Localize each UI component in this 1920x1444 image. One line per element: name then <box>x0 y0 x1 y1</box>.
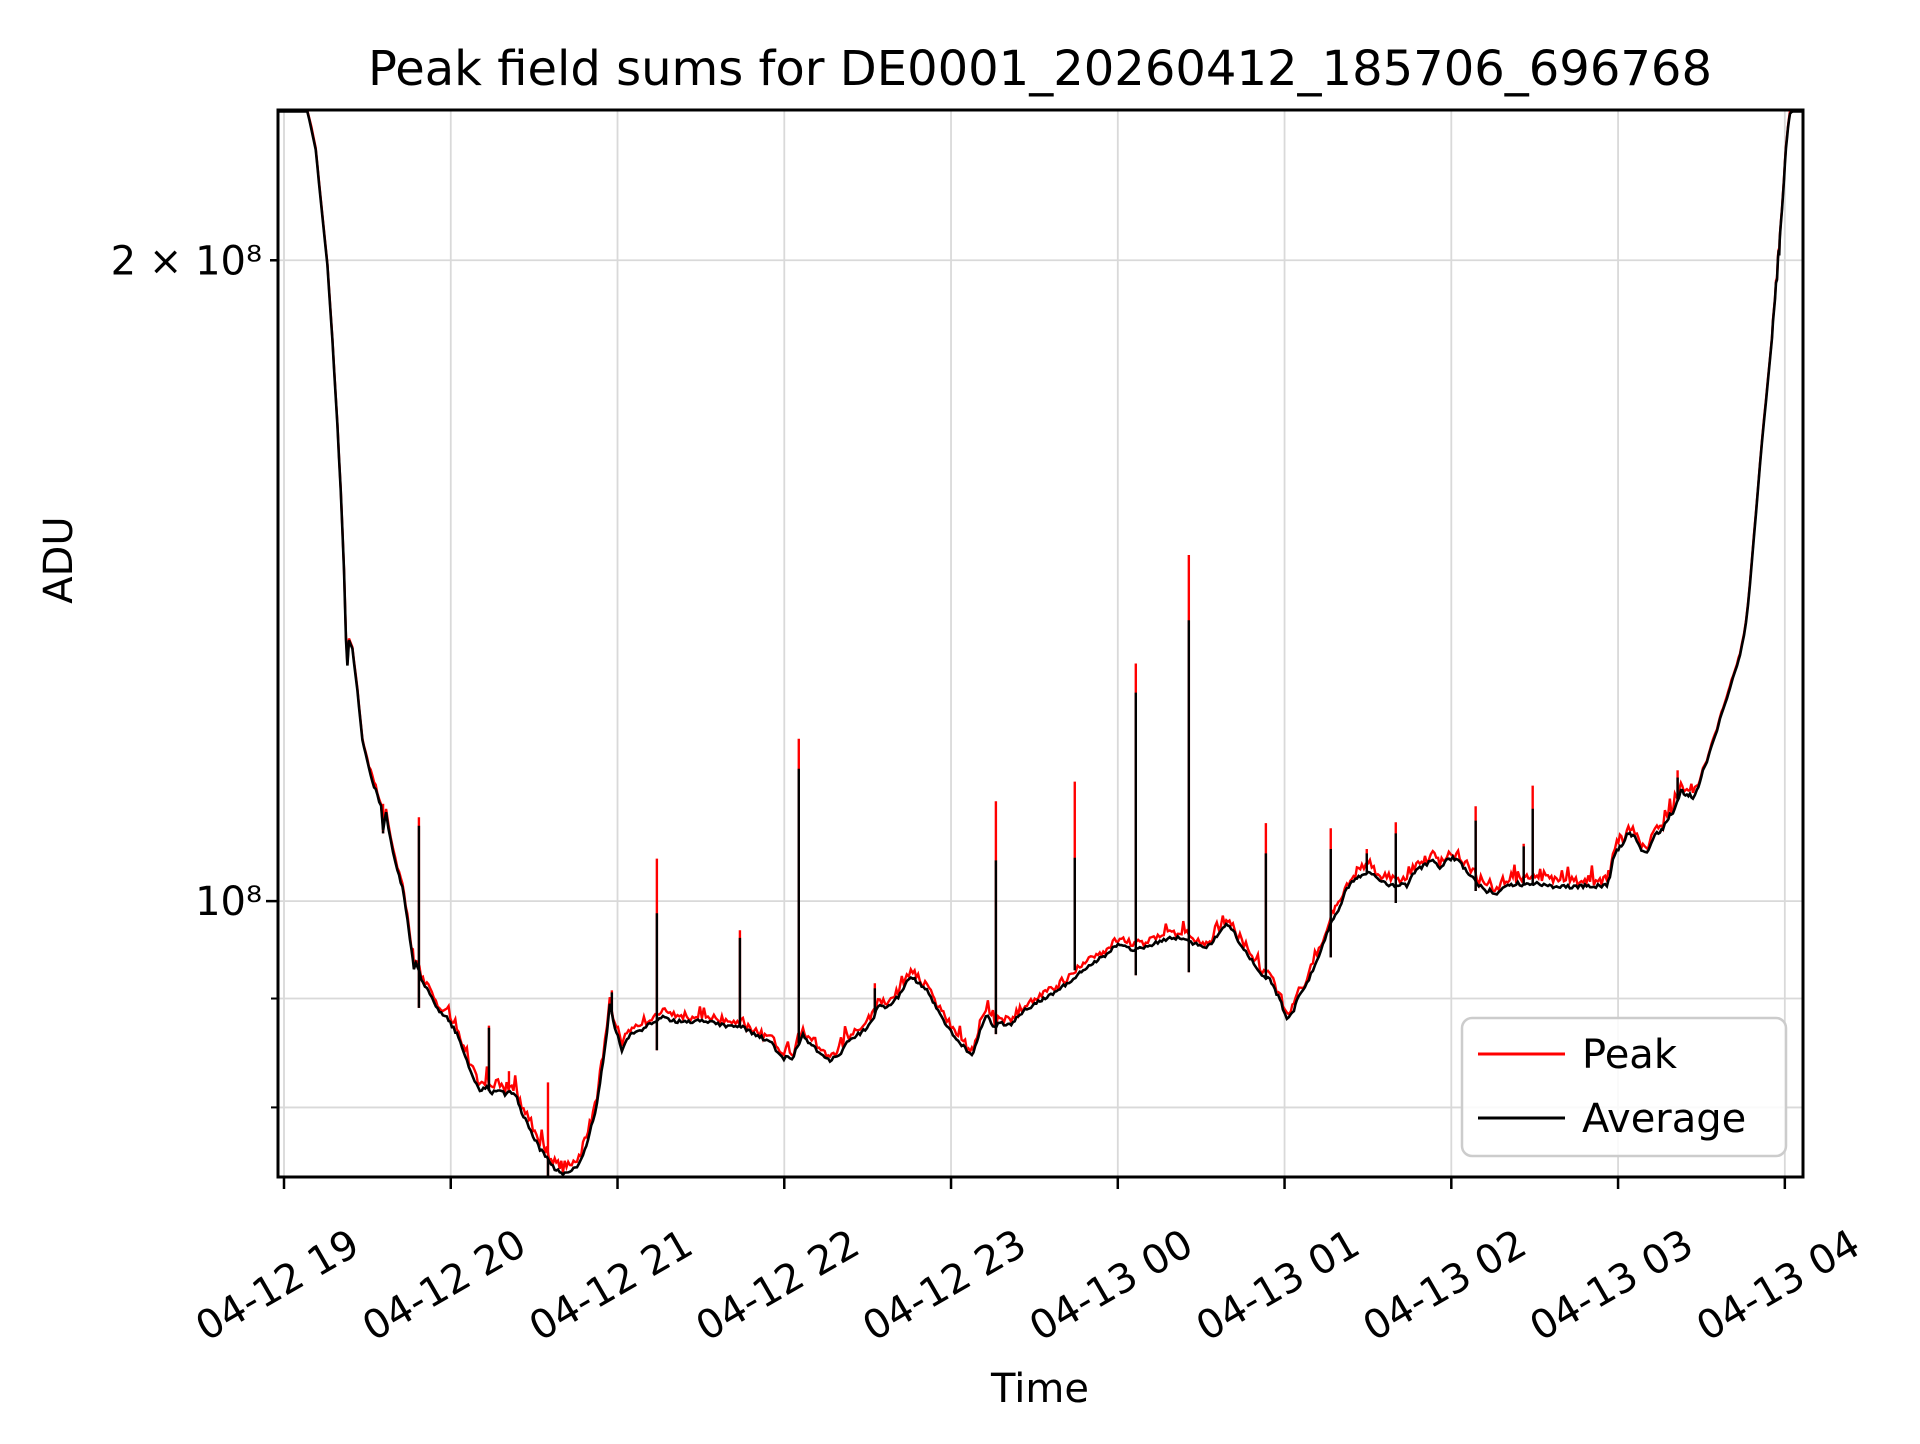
x-tick-label: 04-13 02 <box>1356 1221 1535 1351</box>
y-tick-labels: 2 × 10⁸ 10⁸ <box>111 238 262 925</box>
y-tick-label: 2 × 10⁸ <box>111 238 262 284</box>
x-tick-label: 04-13 03 <box>1522 1221 1701 1351</box>
plot-frame <box>276 108 1805 1179</box>
peak-series-path <box>277 109 1804 1173</box>
x-tick-label: 04-12 19 <box>188 1221 367 1351</box>
x-tick-label: 04-12 20 <box>355 1221 534 1351</box>
average-series-path <box>277 110 1803 1177</box>
x-tick-label: 04-13 04 <box>1689 1221 1868 1351</box>
y-tick-label: 10⁸ <box>195 879 262 925</box>
axis-ticks <box>266 259 1787 1189</box>
x-tick-label: 04-13 00 <box>1022 1221 1201 1351</box>
x-tick-label: 04-12 21 <box>522 1221 701 1351</box>
x-axis-label: Time <box>990 1366 1089 1412</box>
average-line <box>277 110 1803 1177</box>
chart-title: Peak field sums for DE0001_20260412_1857… <box>368 41 1712 97</box>
legend: Peak Average <box>1460 1016 1788 1158</box>
x-tick-label: 04-12 22 <box>689 1221 868 1351</box>
legend-average-label: Average <box>1582 1096 1746 1142</box>
legend-peak-label: Peak <box>1582 1032 1678 1078</box>
x-tick-label: 04-13 01 <box>1189 1221 1368 1351</box>
y-axis-label: ADU <box>36 516 82 603</box>
x-tick-label: 04-12 23 <box>855 1221 1034 1351</box>
